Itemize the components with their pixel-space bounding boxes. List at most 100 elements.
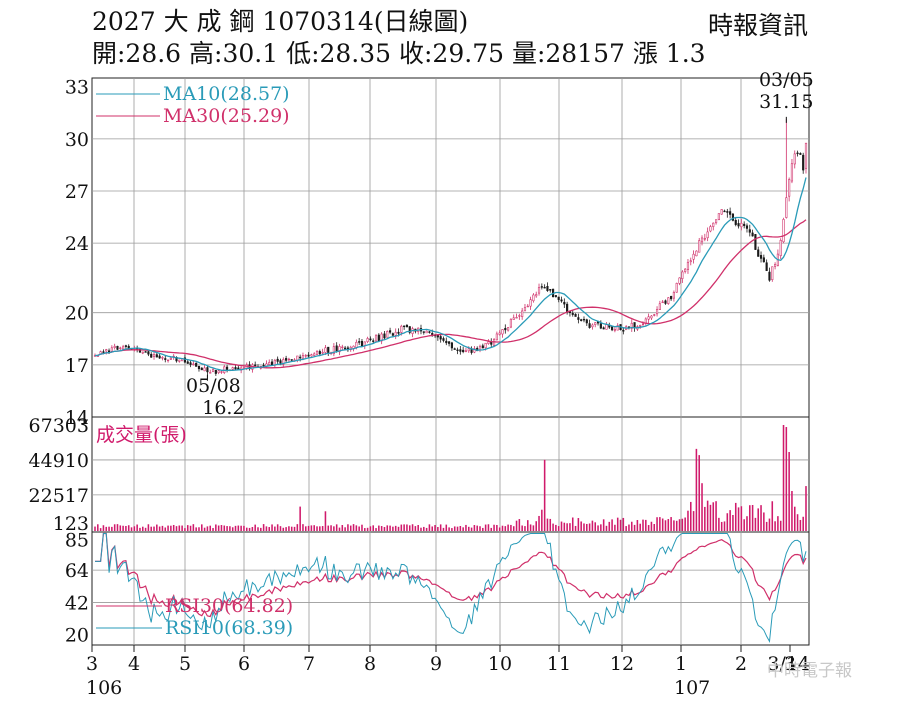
volume-bar xyxy=(274,526,276,531)
candle-body xyxy=(546,286,549,291)
volume-bar xyxy=(369,526,372,531)
month-label: 1 xyxy=(675,653,687,675)
volume-bar xyxy=(423,526,425,531)
candle-body xyxy=(751,232,754,237)
volume-bar xyxy=(726,513,729,531)
volume-bar xyxy=(476,525,478,531)
candle-body xyxy=(484,342,487,349)
volume-bar xyxy=(226,526,228,531)
legend-label: MA10(28.57) xyxy=(163,83,290,105)
candle-body xyxy=(383,333,386,339)
watermark: 中時電子報 xyxy=(767,661,852,681)
candle-body xyxy=(439,336,442,340)
volume-bar xyxy=(580,521,582,531)
volume-bar xyxy=(718,517,720,531)
candle-body xyxy=(448,341,451,344)
rsi-tick-label: 42 xyxy=(65,592,89,614)
volume-bar xyxy=(799,519,802,531)
candle-body xyxy=(540,286,543,288)
volume-bar xyxy=(417,525,419,531)
volume-bar xyxy=(524,526,526,531)
volume-bar xyxy=(99,528,102,531)
candle-body xyxy=(681,271,684,279)
candle-body xyxy=(532,294,535,302)
volume-bar xyxy=(335,524,338,531)
volume-bar xyxy=(465,524,467,531)
candle-body xyxy=(675,283,678,293)
candle-body xyxy=(110,347,113,352)
candle-body xyxy=(602,327,605,330)
candle-body xyxy=(214,370,217,374)
month-label: 11 xyxy=(547,653,571,675)
volume-bar xyxy=(408,525,411,531)
candle-body xyxy=(403,325,406,328)
candle-body xyxy=(462,349,465,353)
volume-bar xyxy=(243,525,245,531)
candle-body xyxy=(200,367,203,371)
volume-bar xyxy=(765,521,768,531)
candle-body xyxy=(571,313,574,315)
candle-body xyxy=(670,296,673,300)
volume-bar xyxy=(186,525,189,531)
volume-bar xyxy=(175,526,178,531)
candle-body xyxy=(585,319,588,324)
candle-body xyxy=(287,358,290,361)
volume-bar xyxy=(453,526,456,531)
price-tick-label: 27 xyxy=(65,181,89,203)
volume-bar xyxy=(102,525,105,531)
volume-bar xyxy=(420,527,422,531)
candle-body xyxy=(779,240,782,256)
candle-body xyxy=(605,324,608,330)
candle-body xyxy=(695,250,698,257)
volume-bar xyxy=(240,525,242,531)
candle-body xyxy=(512,317,515,320)
month-label: 9 xyxy=(430,653,442,675)
candle-body xyxy=(743,223,746,226)
candle-body xyxy=(804,142,808,169)
candle-body xyxy=(529,299,532,307)
candle-body xyxy=(183,357,187,363)
volume-bar xyxy=(616,517,619,531)
candle-body xyxy=(310,354,313,357)
volume-bar xyxy=(557,526,560,531)
volume-bar xyxy=(372,525,374,531)
volume-bar xyxy=(304,526,307,531)
volume-bar xyxy=(327,525,330,531)
month-label: 8 xyxy=(364,653,376,675)
high-date-label: 03/05 xyxy=(759,69,814,91)
candle-body xyxy=(166,359,170,362)
volume-tick-label: 44910 xyxy=(29,450,89,472)
candle-body xyxy=(633,322,636,329)
candle-body xyxy=(664,300,667,304)
candle-body xyxy=(268,362,271,365)
volume-bar xyxy=(667,519,670,531)
volume-bar xyxy=(352,524,355,531)
volume-bar xyxy=(445,524,448,531)
volume-bar xyxy=(687,510,689,531)
volume-bar xyxy=(158,526,161,531)
candle-body xyxy=(580,319,583,321)
rsi-legend-label: RSI10(68.39) xyxy=(165,617,293,639)
candle-body xyxy=(543,286,546,289)
volume-bar xyxy=(779,520,782,531)
volume-bar xyxy=(546,518,549,531)
volume-bar xyxy=(397,526,400,531)
volume-bar xyxy=(569,523,571,531)
volume-bar xyxy=(656,517,658,531)
candle-body xyxy=(318,351,321,355)
volume-bar xyxy=(709,504,712,531)
candle-body xyxy=(226,366,229,370)
candle-body xyxy=(765,262,768,271)
candle-body xyxy=(611,326,614,331)
volume-bar xyxy=(729,510,731,531)
volume-bar xyxy=(192,524,195,531)
volume-bar xyxy=(690,501,692,531)
candle-body xyxy=(234,367,237,370)
price-tick-label: 30 xyxy=(65,129,89,151)
volume-bar xyxy=(383,527,386,531)
candle-body xyxy=(147,351,150,355)
candle-body xyxy=(211,369,215,373)
volume-bar xyxy=(316,526,318,531)
month-label: 3 xyxy=(86,653,98,675)
candle-body xyxy=(122,346,125,350)
